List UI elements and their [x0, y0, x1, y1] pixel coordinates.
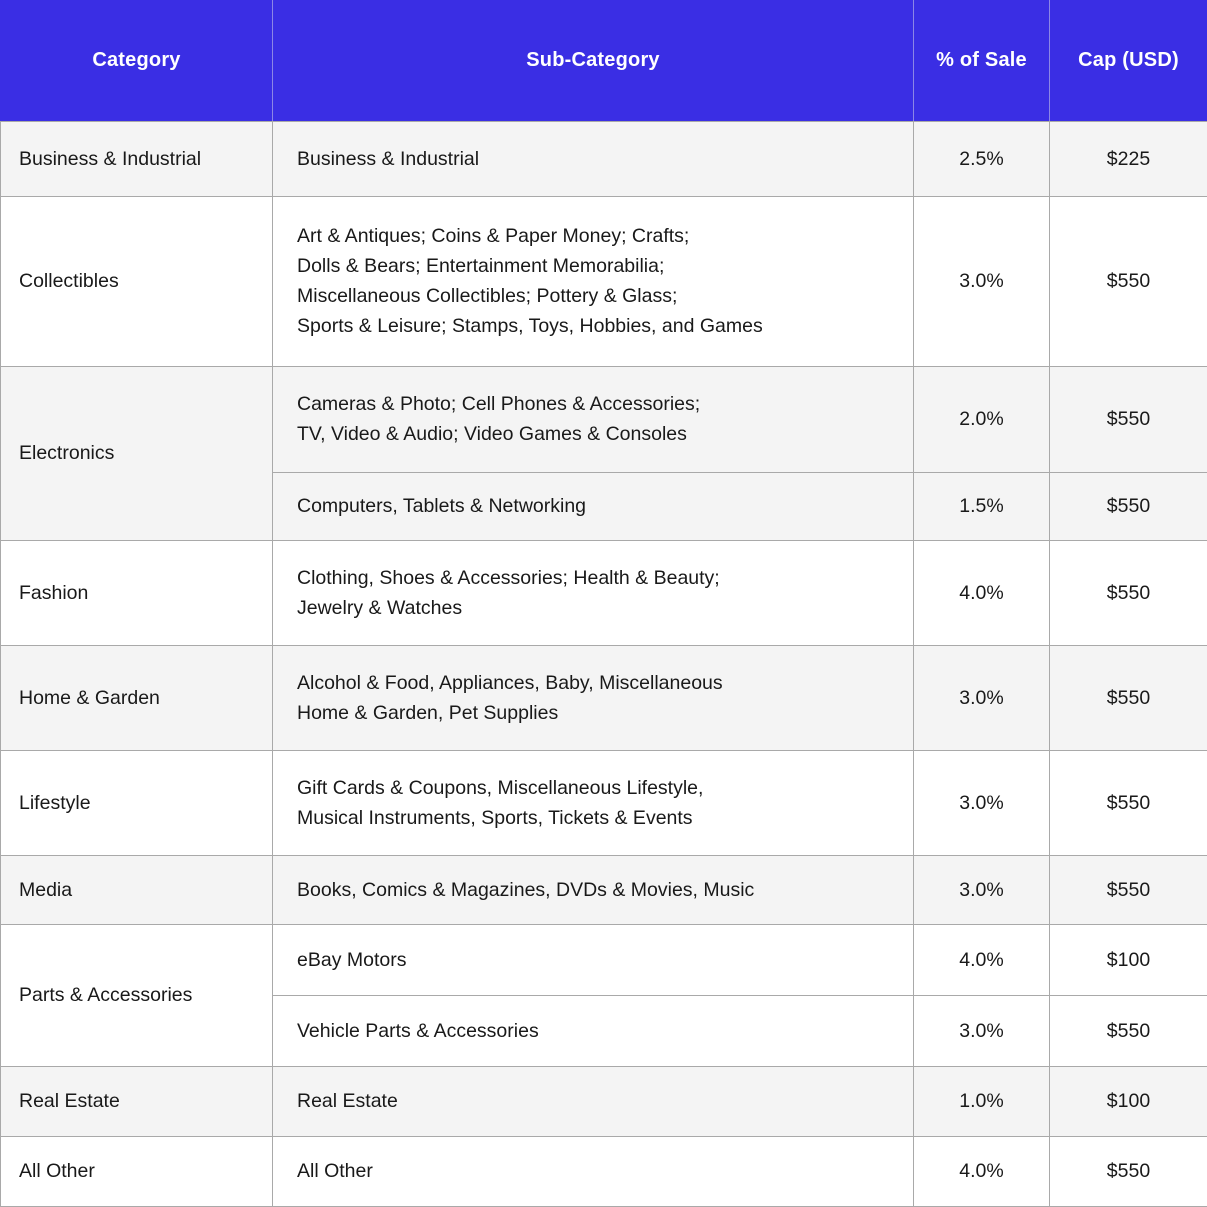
pct-of-sale-cell: 1.0%	[914, 1066, 1050, 1136]
subcategory-cell: Vehicle Parts & Accessories	[273, 995, 914, 1066]
subcategory-cell: Cameras & Photo; Cell Phones & Accessori…	[273, 366, 914, 472]
cap-usd-cell: $225	[1050, 121, 1207, 196]
header-row: Category Sub-Category % of Sale Cap (USD…	[1, 0, 1207, 121]
pct-of-sale-cell: 2.0%	[914, 366, 1050, 472]
cap-usd-cell: $100	[1050, 1066, 1207, 1136]
subcategory-cell: Computers, Tablets & Networking	[273, 472, 914, 540]
category-cell: Collectibles	[1, 196, 273, 366]
cap-usd-cell: $550	[1050, 366, 1207, 472]
category-cell: Business & Industrial	[1, 121, 273, 196]
table-row-fashion: Fashion Clothing, Shoes & Accessories; H…	[1, 540, 1207, 645]
subcategory-cell: Clothing, Shoes & Accessories; Health & …	[273, 540, 914, 645]
category-cell: Fashion	[1, 540, 273, 645]
category-cell: Media	[1, 855, 273, 924]
cap-usd-cell: $550	[1050, 645, 1207, 750]
pct-of-sale-cell: 3.0%	[914, 855, 1050, 924]
table-row-media: Media Books, Comics & Magazines, DVDs & …	[1, 855, 1207, 924]
subcategory-cell: Real Estate	[273, 1066, 914, 1136]
column-header-pct-of-sale: % of Sale	[914, 0, 1050, 121]
table-row-parts-accessories-1: Parts & Accessories eBay Motors 4.0% $10…	[1, 924, 1207, 995]
subcategory-cell: Books, Comics & Magazines, DVDs & Movies…	[273, 855, 914, 924]
pct-of-sale-cell: 3.0%	[914, 995, 1050, 1066]
cap-usd-cell: $550	[1050, 750, 1207, 855]
category-cell: Parts & Accessories	[1, 924, 273, 1066]
pct-of-sale-cell: 3.0%	[914, 750, 1050, 855]
pct-of-sale-cell: 3.0%	[914, 645, 1050, 750]
column-header-cap-usd: Cap (USD)	[1050, 0, 1207, 121]
cap-usd-cell: $550	[1050, 995, 1207, 1066]
cap-usd-cell: $550	[1050, 540, 1207, 645]
table-row-all-other: All Other All Other 4.0% $550	[1, 1136, 1207, 1206]
pct-of-sale-cell: 4.0%	[914, 924, 1050, 995]
pct-of-sale-cell: 2.5%	[914, 121, 1050, 196]
column-header-subcategory: Sub-Category	[273, 0, 914, 121]
category-cell: Lifestyle	[1, 750, 273, 855]
cap-usd-cell: $550	[1050, 196, 1207, 366]
pct-of-sale-cell: 4.0%	[914, 1136, 1050, 1206]
pct-of-sale-cell: 1.5%	[914, 472, 1050, 540]
table-row-home-garden: Home & Garden Alcohol & Food, Appliances…	[1, 645, 1207, 750]
cap-usd-cell: $100	[1050, 924, 1207, 995]
category-cell: All Other	[1, 1136, 273, 1206]
table-row-real-estate: Real Estate Real Estate 1.0% $100	[1, 1066, 1207, 1136]
subcategory-cell: Gift Cards & Coupons, Miscellaneous Life…	[273, 750, 914, 855]
cap-usd-cell: $550	[1050, 855, 1207, 924]
category-cell: Electronics	[1, 366, 273, 540]
subcategory-cell: eBay Motors	[273, 924, 914, 995]
column-header-category: Category	[1, 0, 273, 121]
table-row-collectibles: Collectibles Art & Antiques; Coins & Pap…	[1, 196, 1207, 366]
subcategory-cell: Business & Industrial	[273, 121, 914, 196]
pct-of-sale-cell: 4.0%	[914, 540, 1050, 645]
category-cell: Real Estate	[1, 1066, 273, 1136]
table-row-business-industrial: Business & Industrial Business & Industr…	[1, 121, 1207, 196]
table-row-electronics-1: Electronics Cameras & Photo; Cell Phones…	[1, 366, 1207, 472]
subcategory-cell: Alcohol & Food, Appliances, Baby, Miscel…	[273, 645, 914, 750]
table-row-lifestyle: Lifestyle Gift Cards & Coupons, Miscella…	[1, 750, 1207, 855]
subcategory-cell: All Other	[273, 1136, 914, 1206]
cap-usd-cell: $550	[1050, 472, 1207, 540]
pct-of-sale-cell: 3.0%	[914, 196, 1050, 366]
category-cell: Home & Garden	[1, 645, 273, 750]
cap-usd-cell: $550	[1050, 1136, 1207, 1206]
subcategory-cell: Art & Antiques; Coins & Paper Money; Cra…	[273, 196, 914, 366]
